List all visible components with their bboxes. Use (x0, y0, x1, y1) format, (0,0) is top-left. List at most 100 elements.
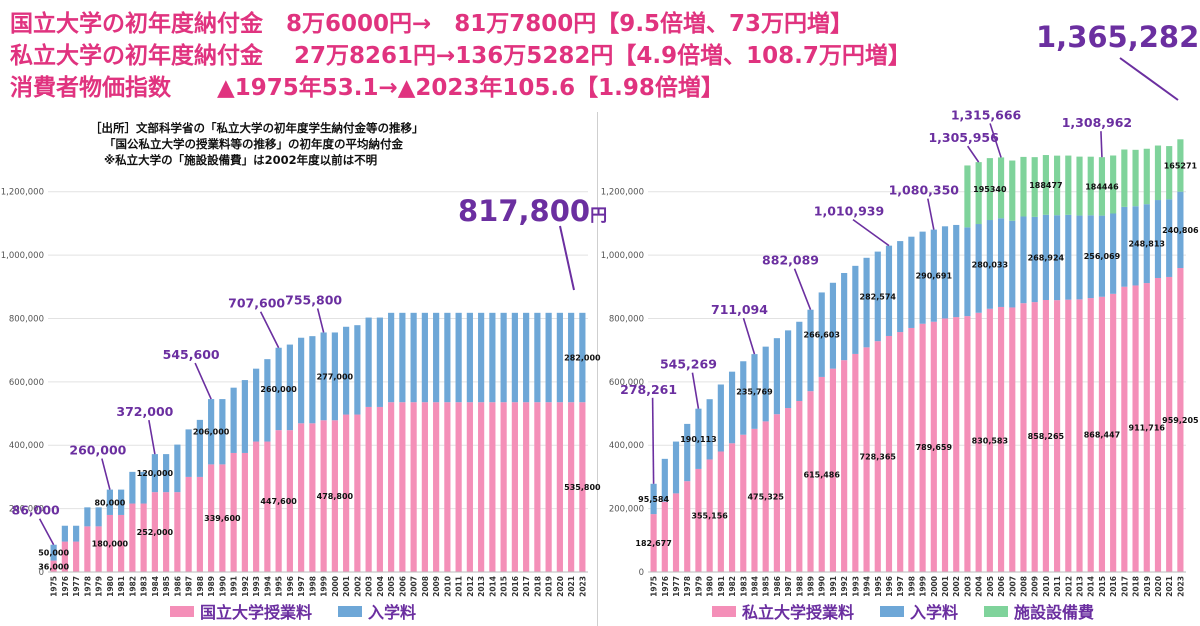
x-tick-label: 2020 (1154, 576, 1163, 597)
bar-segment (874, 341, 881, 572)
legend-item-tuition: 国立大学授業料 (170, 599, 312, 623)
x-tick-label: 2013 (1076, 576, 1085, 597)
bar-segment (343, 414, 350, 572)
callout-leader (793, 268, 812, 311)
tuition-data-label: 447,600 (260, 497, 297, 506)
legend-item-entrance: 入学料 (880, 599, 958, 623)
x-tick-label: 2019 (1143, 576, 1152, 597)
bar-segment (410, 402, 417, 572)
bar-segment (941, 318, 949, 572)
entrance-data-label: 282,574 (860, 292, 897, 301)
y-tick-label: 0 (39, 568, 44, 578)
bar-segment (444, 312, 451, 403)
bar-segment (964, 316, 971, 572)
bar-segment (1031, 302, 1038, 572)
callout-leader (852, 219, 890, 247)
bar-segment (1076, 156, 1083, 216)
x-tick-label: 1996 (885, 576, 894, 597)
tuition-data-label: 868,447 (1084, 430, 1120, 439)
bar-segment (230, 452, 237, 572)
bar-segment (1042, 299, 1049, 572)
bar-segment (106, 514, 113, 572)
callout-leader (1100, 131, 1103, 158)
bar-segment (695, 468, 702, 572)
x-tick-label: 1979 (694, 576, 703, 597)
source-note-1: ［出所］文部科学省の「私立大学の初年度学生納付金等の推移」 (90, 121, 424, 135)
y-tick-label: 1,000,000 (1, 251, 44, 261)
x-tick-label: 2008 (421, 576, 430, 597)
source-note-2: 「国公私立大学の授業料等の推移」の初年度の平均納付金 (104, 137, 403, 151)
x-tick-label: 1997 (297, 576, 306, 597)
bar-segment (919, 231, 926, 324)
bar-segment (309, 423, 316, 572)
x-tick-label: 1990 (218, 576, 227, 597)
bar-segment (331, 332, 338, 421)
bar-segment (1065, 155, 1072, 215)
x-tick-label: 2005 (387, 576, 396, 597)
x-tick-label: 1981 (117, 576, 126, 597)
x-tick-label: 1978 (83, 576, 92, 597)
bar-segment (174, 444, 181, 493)
x-tick-label: 2011 (1053, 576, 1062, 597)
x-tick-label: 2021 (567, 576, 576, 597)
bar-segment (298, 337, 305, 424)
bar-segment (1177, 268, 1184, 572)
x-tick-label: 1994 (863, 576, 872, 597)
bar-segment (286, 344, 293, 431)
bar-segment (73, 525, 80, 542)
x-tick-label: 2007 (410, 576, 419, 597)
bar-segment (50, 560, 57, 572)
facility-data-label: 188477 (1029, 181, 1062, 190)
bar-segment (796, 400, 803, 572)
x-tick-label: 1998 (308, 576, 317, 597)
bar-segment (1098, 157, 1106, 216)
bar-segment (95, 507, 102, 527)
bar-segment (500, 402, 507, 572)
x-tick-label: 1976 (61, 576, 70, 597)
bar-segment (1121, 149, 1128, 207)
x-tick-label: 2014 (488, 576, 497, 597)
tuition-data-label: 339,600 (204, 514, 241, 523)
x-tick-label: 2020 (556, 576, 565, 597)
x-tick-label: 1996 (286, 576, 295, 597)
bar-segment (975, 162, 982, 225)
x-tick-label: 2011 (455, 576, 464, 597)
bar-segment (1121, 206, 1128, 287)
bar-segment (61, 525, 68, 542)
x-tick-label: 1985 (162, 576, 171, 597)
bar-segment (1154, 145, 1162, 201)
legend-item-entrance: 入学料 (338, 599, 416, 623)
bar-segment (661, 458, 668, 502)
bar-segment (1132, 206, 1139, 286)
bar-segment (695, 408, 702, 469)
bar-segment (534, 402, 541, 572)
x-tick-label: 2004 (376, 576, 385, 597)
national-total-callout: 817,800円 (458, 194, 607, 228)
big-callout-leader (1119, 57, 1179, 101)
x-tick-label: 2023 (1176, 576, 1185, 597)
x-tick-label: 1984 (151, 576, 160, 597)
bar-segment (208, 464, 215, 572)
legend-swatch-entrance (338, 605, 363, 617)
bar-segment (489, 312, 496, 403)
y-tick-label: 400,000 (609, 441, 644, 451)
x-tick-label: 2009 (1031, 576, 1040, 597)
bar-segment (874, 251, 881, 342)
bar-segment (466, 402, 473, 572)
bar-segment (919, 323, 926, 572)
bar-segment (478, 402, 485, 572)
entrance-data-label: 248,813 (1129, 240, 1165, 249)
x-tick-label: 1995 (874, 576, 883, 597)
bar-segment (818, 376, 825, 572)
y-tick-label: 600,000 (9, 378, 44, 388)
entrance-data-label: 280,033 (972, 260, 1008, 269)
bar-segment (650, 514, 657, 572)
x-tick-label: 2015 (500, 576, 509, 597)
bar-segment (1020, 303, 1027, 572)
entrance-data-label: 266,603 (804, 331, 840, 340)
bar-segment (84, 507, 91, 527)
bar-segment (1098, 296, 1106, 572)
x-tick-label: 2010 (1042, 576, 1051, 597)
x-tick-label: 1984 (750, 576, 759, 597)
bar-segment (241, 380, 248, 453)
